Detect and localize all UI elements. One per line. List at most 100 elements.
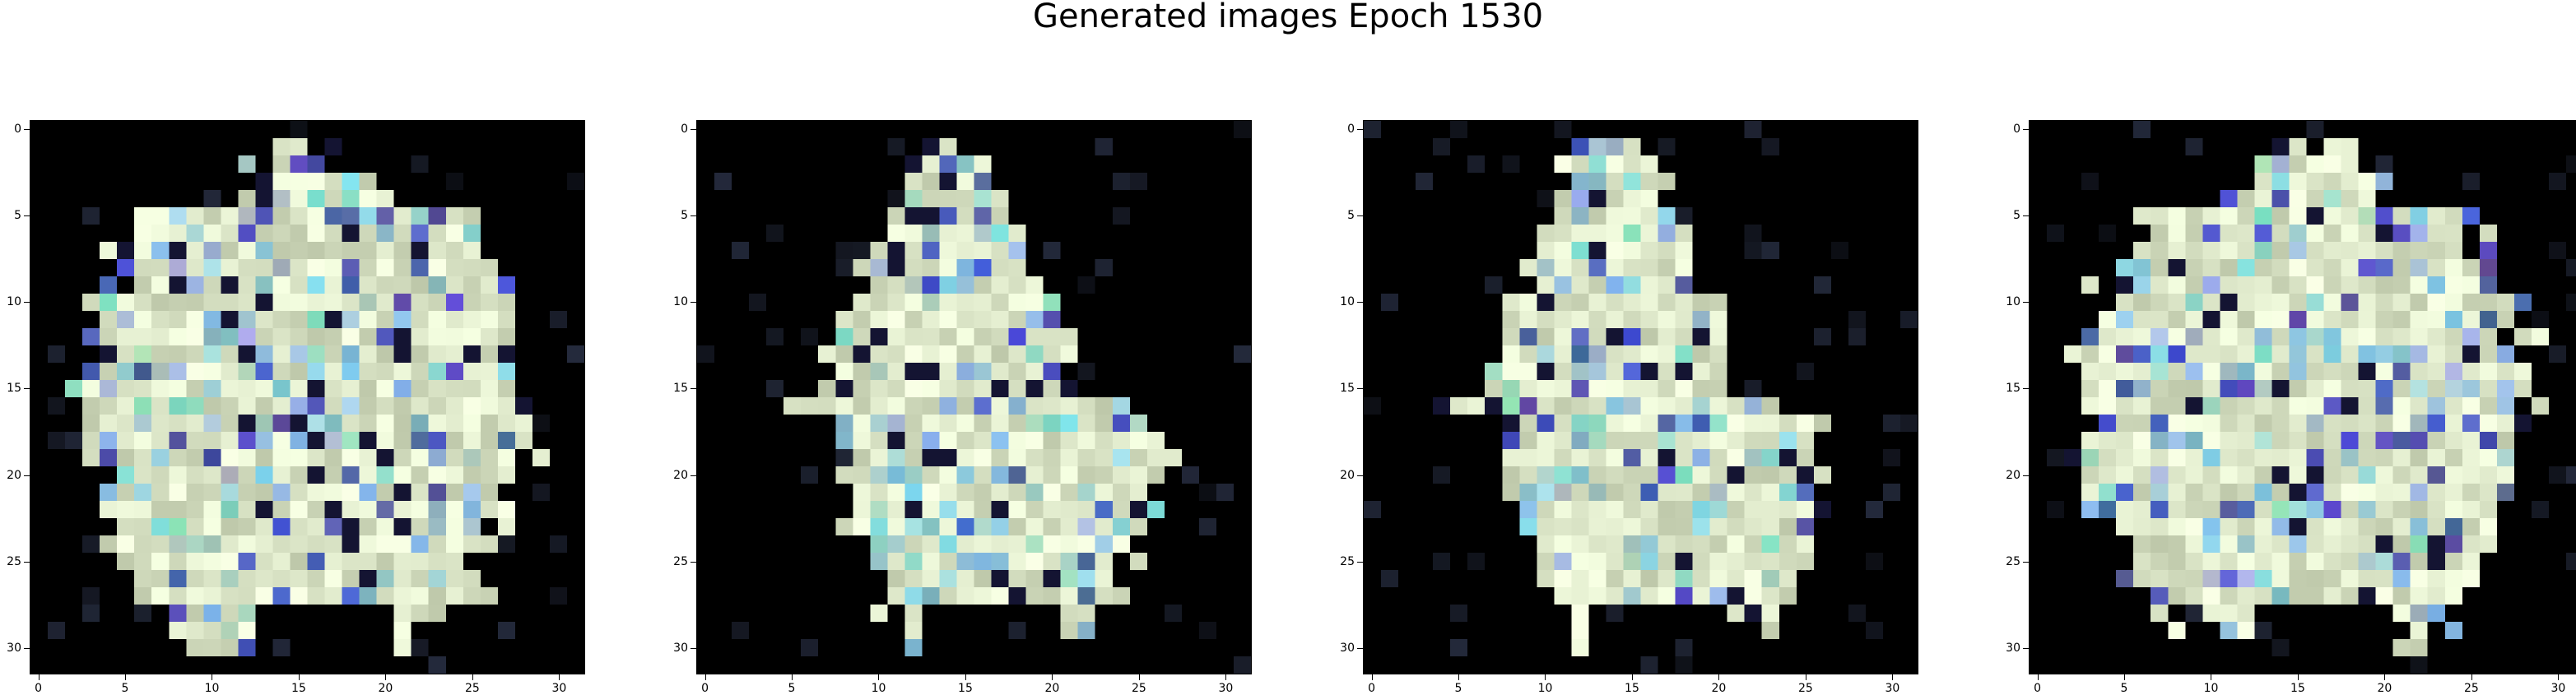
- image-canvas-1: [30, 120, 585, 674]
- y-tick-mark: [690, 388, 696, 390]
- x-tick-label: 20: [2377, 682, 2392, 695]
- image-panel-4: 0 5 10 15 20 25 30 0 5 10 15 20 25 30: [2006, 120, 2576, 694]
- y-tick-label: 20: [7, 468, 21, 482]
- x-tick-mark: [472, 674, 473, 680]
- y-tick-mark: [2023, 648, 2029, 650]
- y-tick-mark: [2023, 215, 2029, 216]
- y-tick-label: 5: [2013, 208, 2020, 222]
- y-tick-label: 30: [2006, 642, 2020, 656]
- x-tick-mark: [965, 674, 966, 680]
- x-tick-mark: [1225, 674, 1227, 680]
- x-tick-mark: [1545, 674, 1546, 680]
- x-tick-mark: [1718, 674, 1720, 680]
- figure-title: Generated images Epoch 1530: [1032, 0, 1544, 35]
- x-tick-label: 15: [291, 682, 306, 695]
- y-tick-mark: [2023, 128, 2029, 130]
- x-tick-label: 25: [1797, 682, 1813, 695]
- y-tick-mark: [2023, 302, 2029, 303]
- y-tick-label: 25: [1340, 555, 1355, 569]
- y-tick-mark: [1357, 302, 1363, 303]
- x-tick-mark: [1458, 674, 1460, 680]
- y-tick-label: 0: [1347, 122, 1355, 136]
- x-tick-mark: [792, 674, 793, 680]
- y-tick-mark: [24, 215, 30, 216]
- y-tick-mark: [690, 302, 696, 303]
- y-tick-label: 25: [7, 555, 21, 569]
- x-tick-label: 25: [1131, 682, 1146, 695]
- y-tick-label: 0: [2013, 122, 2020, 136]
- y-tick-mark: [1357, 475, 1363, 476]
- y-tick-mark: [1357, 215, 1363, 216]
- x-tick-mark: [2558, 674, 2560, 680]
- image-canvas-4: [2029, 120, 2576, 674]
- y-tick-mark: [1357, 128, 1363, 130]
- y-tick-mark: [24, 475, 30, 476]
- y-tick-label: 0: [14, 122, 21, 136]
- y-tick-label: 5: [681, 208, 688, 222]
- y-tick-mark: [1357, 388, 1363, 390]
- y-tick-label: 10: [2006, 295, 2020, 309]
- image-panel-2: 0 5 10 15 20 25 30 0 5 10 15 20 25 30: [673, 120, 1252, 694]
- y-tick-label: 15: [673, 382, 688, 396]
- x-tick-mark: [1631, 674, 1633, 680]
- x-tick-label: 10: [204, 682, 220, 695]
- y-tick-label: 15: [7, 382, 21, 396]
- y-tick-mark: [690, 128, 696, 130]
- x-tick-label: 30: [1218, 682, 1234, 695]
- x-tick-label: 30: [551, 682, 567, 695]
- x-tick-label: 15: [1625, 682, 1639, 695]
- y-tick-label: 20: [2006, 468, 2020, 482]
- x-tick-label: 25: [464, 682, 480, 695]
- y-tick-mark: [2023, 388, 2029, 390]
- x-tick-mark: [2384, 674, 2386, 680]
- x-tick-mark: [878, 674, 880, 680]
- y-tick-label: 5: [1347, 208, 1355, 222]
- y-tick-label: 10: [673, 295, 688, 309]
- x-tick-mark: [2124, 674, 2126, 680]
- x-tick-label: 20: [1044, 682, 1060, 695]
- x-tick-mark: [2037, 674, 2039, 680]
- y-tick-label: 0: [681, 122, 688, 136]
- y-tick-mark: [24, 388, 30, 390]
- x-tick-mark: [559, 674, 560, 680]
- x-tick-label: 30: [1885, 682, 1900, 695]
- x-tick-label: 5: [2120, 682, 2128, 695]
- x-tick-mark: [38, 674, 40, 680]
- x-tick-mark: [125, 674, 127, 680]
- y-tick-label: 20: [673, 468, 688, 482]
- x-tick-label: 30: [2550, 682, 2566, 695]
- y-tick-mark: [24, 562, 30, 563]
- x-tick-label: 5: [788, 682, 796, 695]
- x-tick-label: 10: [2203, 682, 2219, 695]
- y-tick-mark: [2023, 562, 2029, 563]
- y-tick-label: 10: [7, 295, 21, 309]
- y-tick-label: 15: [2006, 382, 2020, 396]
- x-tick-mark: [1138, 674, 1140, 680]
- x-tick-label: 10: [1537, 682, 1553, 695]
- y-tick-mark: [690, 215, 696, 216]
- x-tick-label: 20: [1711, 682, 1727, 695]
- y-tick-mark: [690, 562, 696, 563]
- y-tick-label: 25: [673, 555, 688, 569]
- y-tick-mark: [1357, 562, 1363, 563]
- x-tick-mark: [298, 674, 300, 680]
- y-tick-label: 10: [1340, 295, 1355, 309]
- y-tick-mark: [24, 128, 30, 130]
- x-tick-mark: [2471, 674, 2472, 680]
- x-tick-mark: [1892, 674, 1894, 680]
- y-tick-label: 30: [673, 642, 688, 656]
- x-tick-mark: [1052, 674, 1053, 680]
- x-tick-mark: [704, 674, 706, 680]
- y-tick-label: 30: [1340, 642, 1355, 656]
- y-tick-label: 20: [1340, 468, 1355, 482]
- y-tick-mark: [690, 475, 696, 476]
- x-tick-label: 0: [35, 682, 43, 695]
- x-tick-label: 10: [871, 682, 886, 695]
- x-tick-label: 5: [1454, 682, 1462, 695]
- x-tick-label: 25: [2463, 682, 2479, 695]
- y-tick-label: 15: [1340, 382, 1355, 396]
- y-tick-label: 30: [7, 642, 21, 656]
- y-tick-mark: [2023, 475, 2029, 476]
- x-tick-mark: [2297, 674, 2299, 680]
- y-tick-label: 25: [2006, 555, 2020, 569]
